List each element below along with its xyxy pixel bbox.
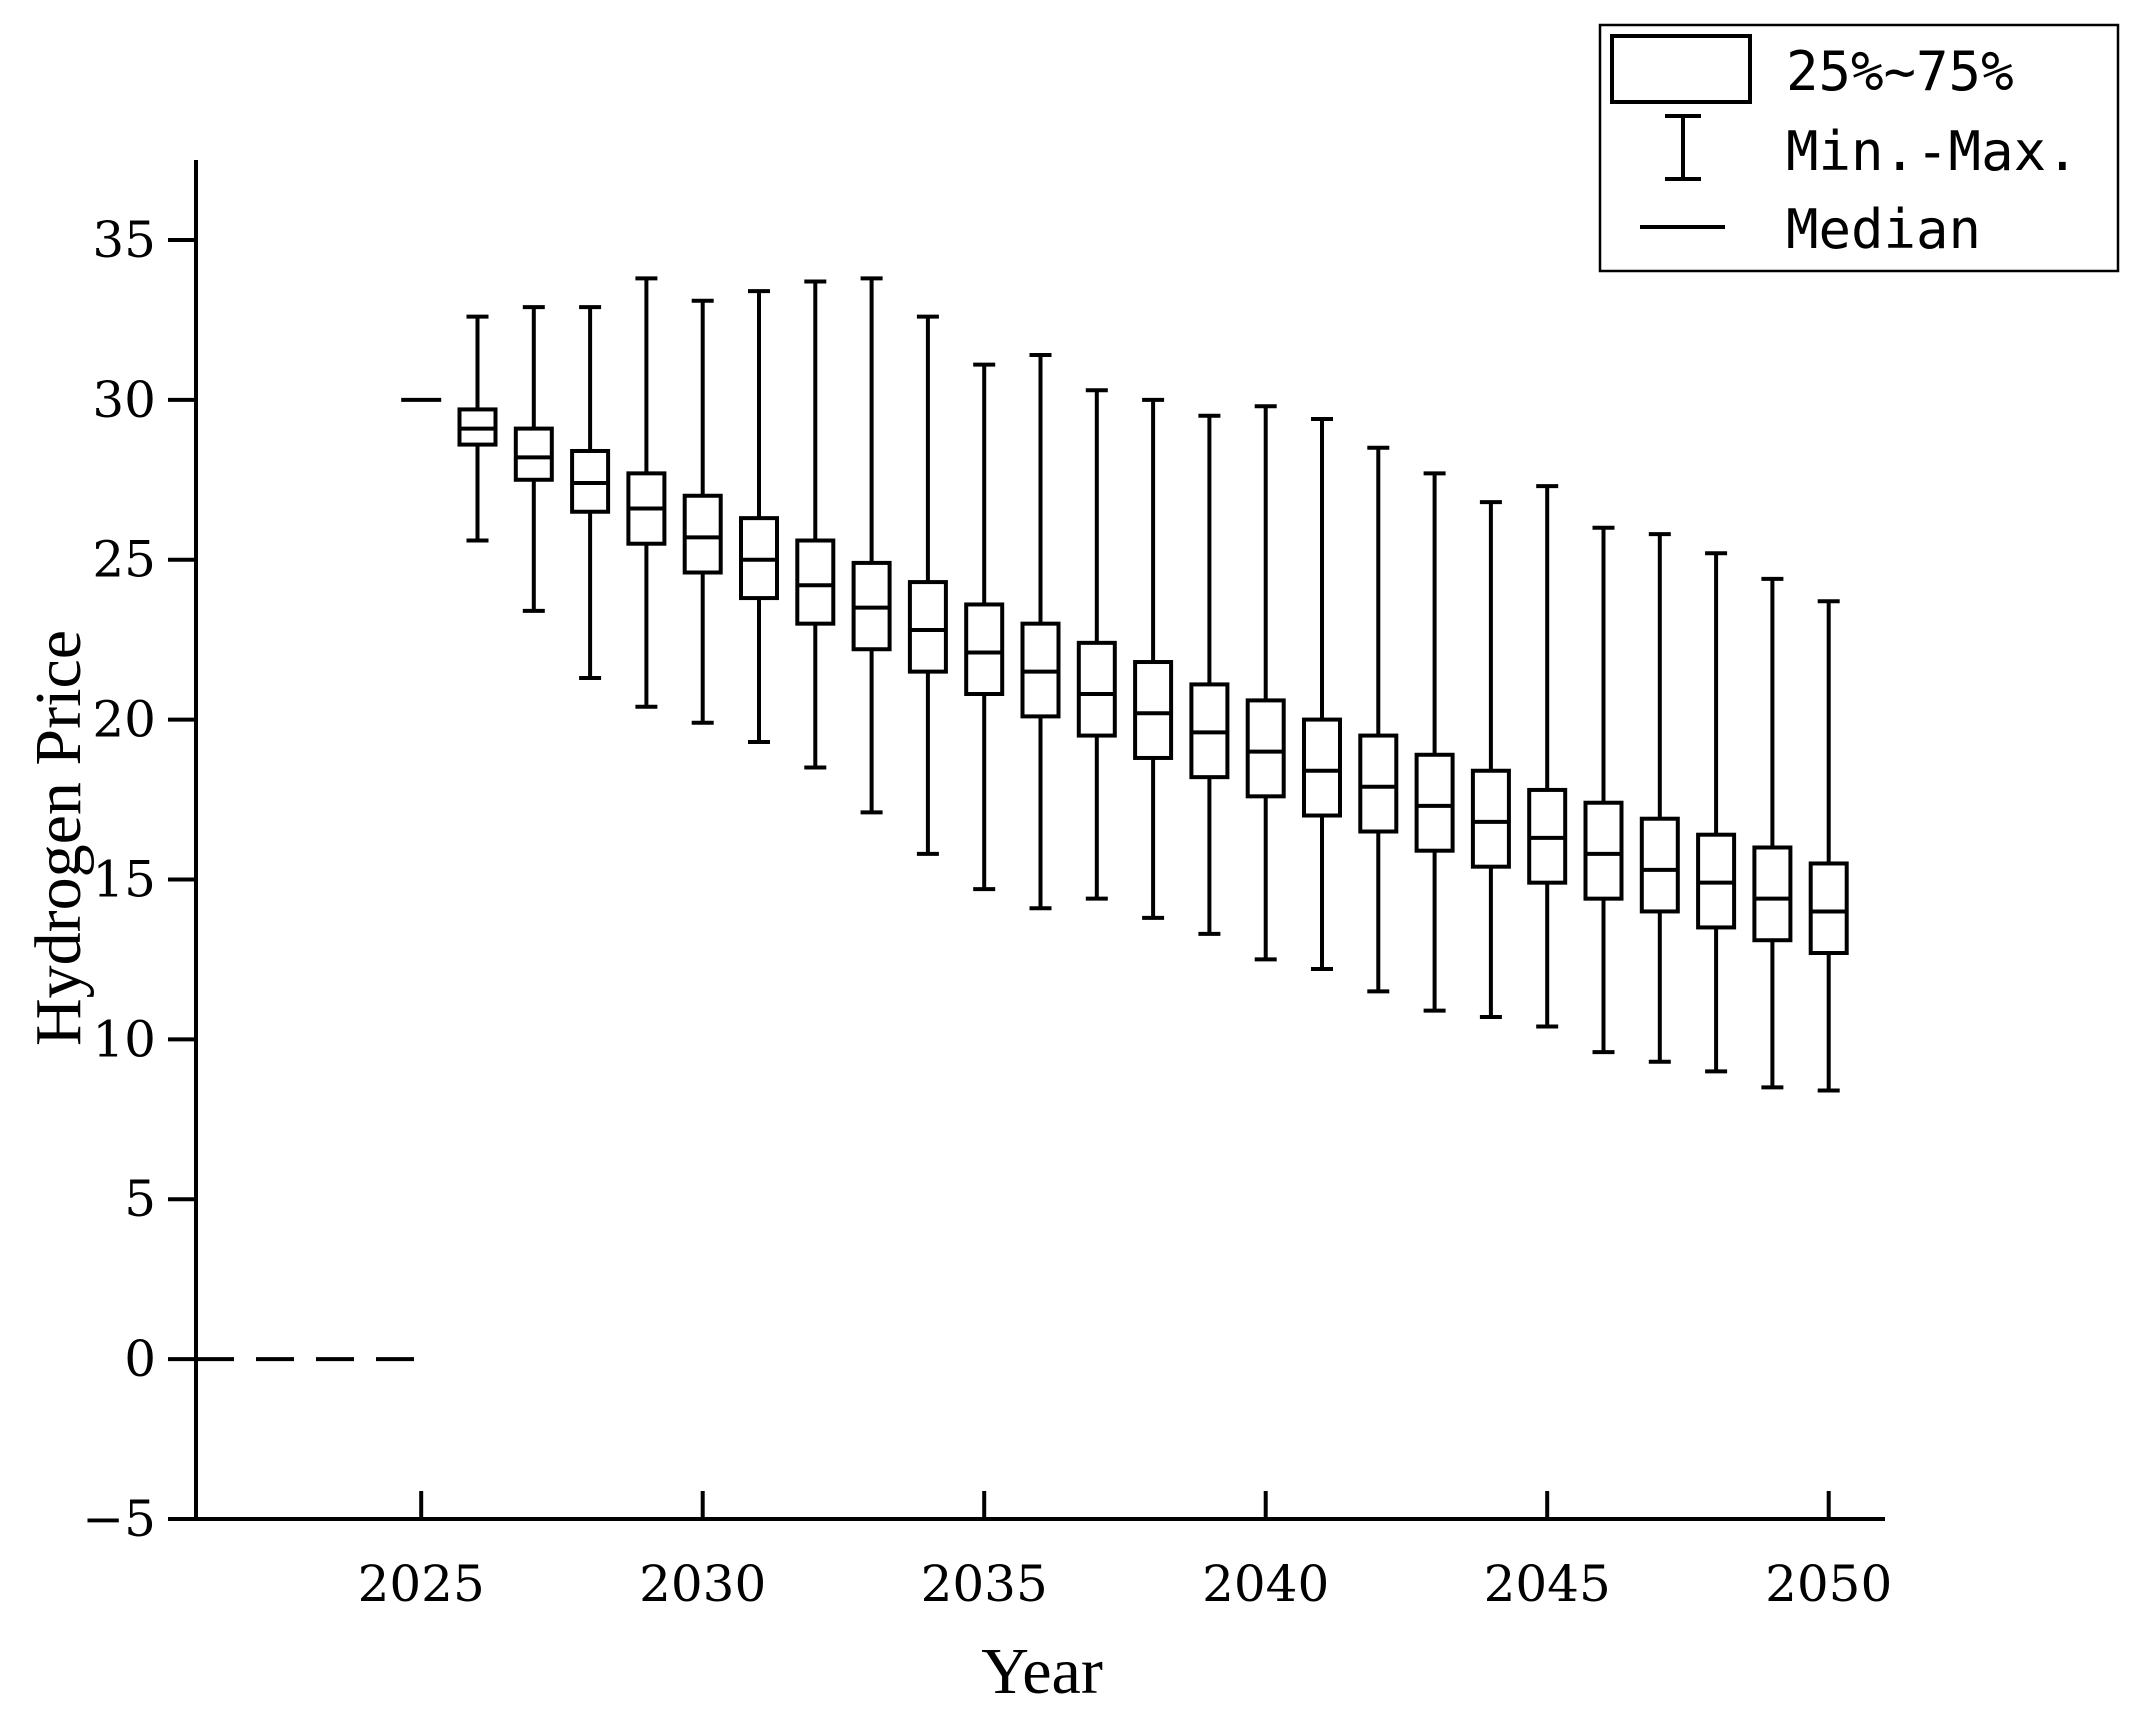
- box-2048: [1696, 551, 1737, 1074]
- box-2050: [1808, 599, 1849, 1093]
- x-tick-label: 2045: [1484, 1555, 1611, 1613]
- iqr-box: [1752, 845, 1793, 943]
- legend: 25%~75% Min.-Max. Median: [1598, 23, 2120, 273]
- y-tick-label: 15: [92, 850, 156, 908]
- box-2029: [626, 276, 667, 709]
- iqr-box: [1133, 660, 1174, 760]
- legend-median-label: Median: [1786, 198, 1981, 261]
- box-2042: [1358, 445, 1399, 994]
- box-2031: [739, 289, 779, 744]
- box-2040: [1245, 404, 1286, 962]
- y-tick-label: −5: [82, 1490, 156, 1548]
- box-2046: [1583, 525, 1624, 1055]
- y-tick-label: 25: [92, 531, 156, 589]
- plot-area: [196, 276, 1849, 1362]
- iqr-box: [513, 426, 554, 482]
- iqr-box: [1358, 733, 1399, 834]
- x-tick-label: 2030: [639, 1555, 766, 1613]
- legend-whisker-label: Min.-Max.: [1786, 120, 2079, 183]
- box-2033: [851, 276, 892, 815]
- x-tick-label: 2035: [921, 1555, 1048, 1613]
- iqr-box: [1076, 640, 1117, 738]
- x-tick-label: 2050: [1765, 1555, 1892, 1613]
- iqr-box: [907, 580, 948, 674]
- y-tick-label: 0: [124, 1330, 156, 1388]
- box-2035: [964, 362, 1005, 892]
- y-tick-label: 30: [92, 371, 156, 429]
- iqr-box: [795, 538, 836, 626]
- iqr-box: [682, 493, 723, 575]
- x-tick-label: 2025: [358, 1555, 485, 1613]
- box-2043: [1414, 471, 1455, 1013]
- box-2049: [1752, 576, 1793, 1090]
- iqr-box: [1414, 752, 1455, 853]
- box-2045: [1527, 484, 1568, 1029]
- iqr-box: [1639, 816, 1680, 914]
- box-2044: [1470, 500, 1511, 1019]
- x-axis-title: Year: [981, 1635, 1103, 1708]
- iqr-box: [1808, 861, 1849, 956]
- box-2037: [1076, 388, 1117, 901]
- iqr-box: [1302, 717, 1342, 818]
- box-2038: [1133, 397, 1174, 920]
- x-tick-label: 2040: [1202, 1555, 1329, 1613]
- box-2027: [513, 305, 554, 613]
- iqr-box: [1583, 800, 1624, 901]
- legend-whisker-icon: [1665, 114, 1701, 181]
- box-2032: [795, 279, 836, 770]
- iqr-box: [964, 602, 1005, 697]
- box-2041: [1302, 417, 1342, 972]
- box-2026: [457, 314, 498, 543]
- box-2034: [907, 314, 948, 856]
- box-2047: [1639, 532, 1680, 1064]
- box-2039: [1189, 413, 1230, 936]
- iqr-box: [1245, 698, 1286, 799]
- box-2030: [682, 298, 723, 725]
- y-tick-label: 10: [92, 1010, 156, 1068]
- y-tick-label: 5: [124, 1170, 156, 1228]
- iqr-box: [1470, 768, 1511, 869]
- legend-box-label: 25%~75%: [1786, 40, 2014, 103]
- y-tick-label: 35: [92, 211, 156, 269]
- y-axis-title: Hydrogen Price: [22, 630, 95, 1046]
- legend-box-swatch: [1610, 34, 1752, 104]
- y-tick-label: 20: [92, 691, 156, 749]
- box-2036: [1020, 353, 1061, 911]
- box-2028: [570, 305, 611, 681]
